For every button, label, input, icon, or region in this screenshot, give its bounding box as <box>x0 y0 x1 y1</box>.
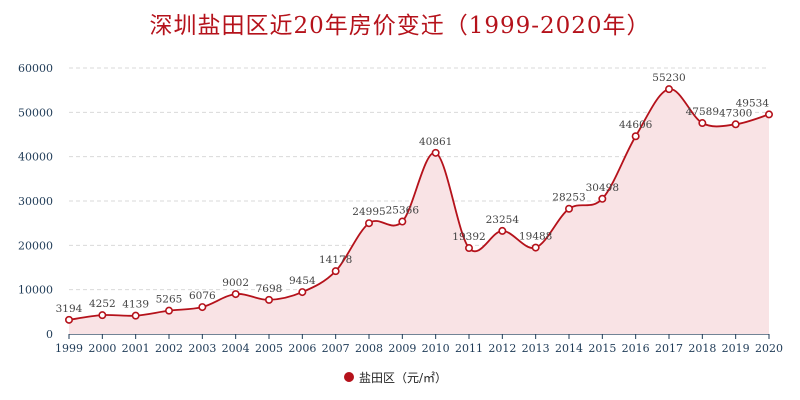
x-tick-label: 2007 <box>322 342 350 355</box>
data-point <box>598 194 607 203</box>
data-point <box>165 306 174 315</box>
x-tick-label: 2017 <box>655 342 683 355</box>
data-label: 25366 <box>386 205 420 217</box>
legend-marker <box>344 372 354 382</box>
x-tick-label: 2004 <box>222 342 250 355</box>
x-tick-label: 2013 <box>522 342 550 355</box>
series-line <box>68 88 770 321</box>
x-tick-label: 2002 <box>155 342 183 355</box>
data-point <box>198 303 207 312</box>
data-point <box>431 148 440 157</box>
data-label: 6076 <box>189 290 216 302</box>
data-label: 28253 <box>552 192 585 204</box>
x-tick-label: 2015 <box>588 342 616 355</box>
x-tick-label: 2006 <box>288 342 316 355</box>
y-tick-label: 50000 <box>18 106 53 119</box>
data-label: 4252 <box>89 298 116 310</box>
data-label: 9002 <box>222 277 249 289</box>
data-point <box>764 110 773 119</box>
y-tick-label: 0 <box>46 328 53 341</box>
data-label: 30498 <box>586 182 619 194</box>
data-point <box>464 244 473 253</box>
y-tick-label: 10000 <box>18 284 53 297</box>
data-label: 7698 <box>256 283 283 295</box>
data-point <box>564 204 573 213</box>
x-tick-label: 2020 <box>755 342 783 355</box>
data-point <box>364 219 373 228</box>
legend-label: 盐田区（元/㎡） <box>359 371 447 385</box>
data-label: 3194 <box>56 303 83 315</box>
data-label: 23254 <box>486 214 520 226</box>
data-point <box>398 217 407 226</box>
y-tick-label: 20000 <box>18 239 53 252</box>
y-tick-label: 60000 <box>18 62 53 75</box>
data-label: 4139 <box>122 299 149 311</box>
data-point <box>731 120 740 129</box>
x-tick-label: 2016 <box>622 342 650 355</box>
x-tick-label: 2000 <box>88 342 116 355</box>
data-label: 24995 <box>352 206 385 218</box>
data-point <box>298 288 307 297</box>
chart-title: 深圳盐田区近20年房价变迁（1999-2020年） <box>149 13 651 39</box>
x-tick-label: 2003 <box>188 342 216 355</box>
y-tick-label: 40000 <box>18 151 53 164</box>
series-area <box>69 89 769 335</box>
data-label: 9454 <box>289 275 316 287</box>
data-point <box>65 315 74 324</box>
legend: 盐田区（元/㎡） <box>344 371 447 385</box>
x-tick-label: 2018 <box>688 342 716 355</box>
x-tick-label: 2010 <box>422 342 450 355</box>
data-label: 5265 <box>156 294 183 306</box>
data-label: 19488 <box>519 231 552 243</box>
data-label: 47589 <box>686 106 719 118</box>
data-point <box>531 243 540 252</box>
data-point <box>498 226 507 235</box>
x-tick-label: 2001 <box>122 342 150 355</box>
data-label: 47300 <box>719 107 752 119</box>
x-tick-label: 2014 <box>555 342 583 355</box>
data-label: 40861 <box>419 136 452 148</box>
data-label: 49534 <box>736 97 770 109</box>
data-point <box>98 311 107 320</box>
x-tick-label: 2019 <box>722 342 750 355</box>
data-point <box>631 132 640 141</box>
x-tick-label: 2005 <box>255 342 283 355</box>
x-tick-label: 2009 <box>388 342 416 355</box>
data-point <box>664 85 673 94</box>
y-tick-label: 30000 <box>18 195 53 208</box>
data-point <box>331 267 340 276</box>
x-tick-label: 2012 <box>488 342 516 355</box>
data-point <box>131 311 140 320</box>
data-label: 44606 <box>619 119 653 131</box>
data-point <box>231 290 240 299</box>
data-point <box>264 295 273 304</box>
x-tick-label: 2011 <box>455 342 483 355</box>
data-label: 19392 <box>452 231 485 243</box>
data-point <box>698 119 707 128</box>
x-tick-label: 2008 <box>355 342 383 355</box>
x-tick-label: 1999 <box>55 342 83 355</box>
data-label: 55230 <box>652 72 685 84</box>
data-label: 14178 <box>319 254 352 266</box>
